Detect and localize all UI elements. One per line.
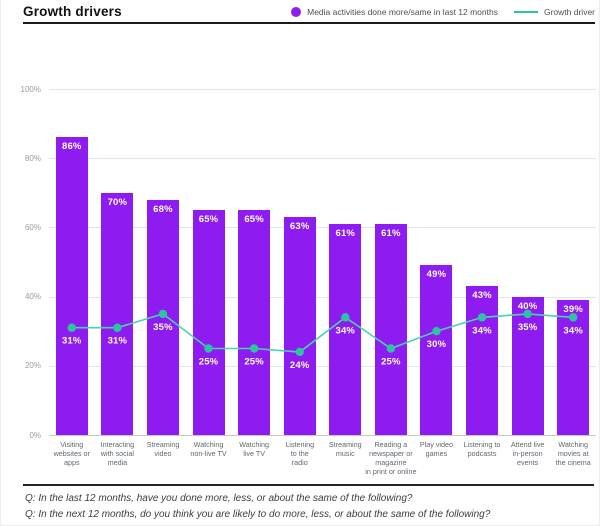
gridline-100 bbox=[49, 89, 596, 90]
gridline-60 bbox=[49, 227, 596, 229]
legend-line-label: Growth driver bbox=[543, 7, 595, 17]
bar-value-label: 61% bbox=[381, 227, 401, 239]
line-point bbox=[67, 323, 76, 332]
plot-area: 0% 20% 40% 60% 80% 100% 86% Visiting websites o… bbox=[21, 85, 596, 476]
legend-item-bars: Media activities done more/same in last … bbox=[291, 7, 498, 17]
line-point-label: 34% bbox=[335, 325, 355, 336]
line-point-label: 25% bbox=[244, 357, 264, 368]
bar: 61% bbox=[329, 223, 362, 435]
line-point bbox=[477, 313, 487, 322]
x-axis-label: Listening to podcasts bbox=[463, 440, 501, 458]
x-axis-label: Streaming music bbox=[328, 440, 362, 458]
bar: 65% bbox=[192, 210, 225, 435]
bar-value-label: 70% bbox=[107, 196, 128, 208]
bar: 70% bbox=[101, 192, 134, 435]
y-axis-tick-label: 20% bbox=[24, 361, 41, 371]
gridline-40 bbox=[49, 296, 596, 298]
line-point bbox=[386, 344, 396, 353]
line-point-label: 35% bbox=[153, 322, 173, 333]
line-point bbox=[158, 309, 168, 319]
bar-value-label: 49% bbox=[426, 269, 447, 281]
bar: 61% bbox=[374, 223, 407, 435]
bar: 39% bbox=[557, 300, 590, 435]
y-axis-tick-label: 0% bbox=[29, 430, 41, 440]
y-axis-tick-label: 80% bbox=[24, 153, 41, 163]
bar-value-label: 43% bbox=[472, 290, 492, 302]
x-axis-label: Visiting websites or apps bbox=[53, 440, 90, 467]
line-point-label: 24% bbox=[290, 360, 310, 371]
survey-questions: Q: In the last 12 months, have you done … bbox=[23, 484, 594, 521]
legend-item-line: Growth driver bbox=[513, 7, 595, 17]
line-point-label: 25% bbox=[381, 357, 401, 368]
line-point-label: 31% bbox=[108, 336, 128, 347]
growth-drivers-chart: 0% 20% 40% 60% 80% 100% 86% Visiting websites o… bbox=[21, 85, 596, 476]
line-point bbox=[204, 344, 213, 353]
line-point bbox=[341, 313, 350, 322]
line-point-label: 35% bbox=[518, 322, 538, 333]
x-axis-label: Watching movies at the cinema bbox=[555, 440, 591, 467]
bar-value-label: 86% bbox=[61, 141, 82, 153]
y-axis-tick-label: 100% bbox=[20, 84, 41, 94]
growth-line bbox=[71, 313, 574, 353]
line-point-label: 30% bbox=[427, 339, 447, 350]
line-point-label: 31% bbox=[62, 336, 82, 347]
line-point-label: 34% bbox=[563, 325, 583, 336]
line-point bbox=[523, 309, 532, 319]
x-axis-label: Watching live TV bbox=[239, 440, 269, 458]
bar: 43% bbox=[466, 286, 499, 435]
line-series-swatch-icon bbox=[513, 11, 538, 13]
bar: 63% bbox=[283, 217, 316, 435]
bar-value-label: 39% bbox=[563, 304, 584, 316]
growth-line-overlay: 31% 31% 35% 25% 25% 24% 34% 25% 30% 34% 35% 34% bbox=[62, 309, 583, 371]
x-axis-label: Watching non-live TV bbox=[190, 440, 227, 458]
gridline-20 bbox=[49, 365, 596, 367]
bar-value-label: 63% bbox=[289, 221, 310, 233]
bar-value-label: 65% bbox=[244, 214, 264, 226]
line-point bbox=[569, 313, 578, 322]
bar: 65% bbox=[238, 210, 271, 435]
page-title: Growth drivers bbox=[23, 4, 122, 19]
question-1: Q: In the last 12 months, have you done … bbox=[25, 493, 413, 504]
bar-value-label: 61% bbox=[335, 227, 356, 239]
line-point bbox=[295, 347, 304, 357]
legend-bar-label: Media activities done more/same in last … bbox=[307, 7, 498, 17]
bar-series-swatch-icon bbox=[291, 7, 302, 17]
y-axis-tick-label: 60% bbox=[24, 222, 41, 232]
x-axis-label: Listening to the radio bbox=[285, 440, 315, 467]
gridline-80 bbox=[49, 158, 596, 160]
chart-legend: Media activities done more/same in last … bbox=[291, 7, 595, 17]
x-axis-label: Streaming video bbox=[146, 440, 180, 458]
chart-header: Growth drivers Media activities done mor… bbox=[23, 0, 595, 24]
line-point bbox=[113, 323, 122, 332]
gridline-0 bbox=[49, 435, 596, 436]
bar-value-label: 65% bbox=[198, 214, 219, 226]
bar: 49% bbox=[420, 265, 453, 435]
line-point-label: 34% bbox=[472, 325, 492, 336]
line-point-label: 25% bbox=[199, 357, 219, 368]
x-axis-label: Play video games bbox=[419, 440, 454, 458]
x-axis-label: Attend live in-person events bbox=[510, 440, 545, 467]
bar: 86% bbox=[55, 137, 88, 435]
line-point bbox=[249, 344, 259, 353]
bar-value-label: 40% bbox=[517, 300, 538, 312]
y-axis-tick-label: 40% bbox=[24, 292, 41, 302]
x-axis-label: Interacting with social media bbox=[100, 440, 135, 467]
question-2: Q: In the next 12 months, do you think y… bbox=[25, 509, 491, 520]
x-axis-label: Reading a newspaper or magazine in print… bbox=[365, 440, 417, 476]
line-point bbox=[432, 327, 441, 336]
bar: 40% bbox=[511, 296, 544, 435]
bar-value-label: 68% bbox=[153, 203, 173, 215]
